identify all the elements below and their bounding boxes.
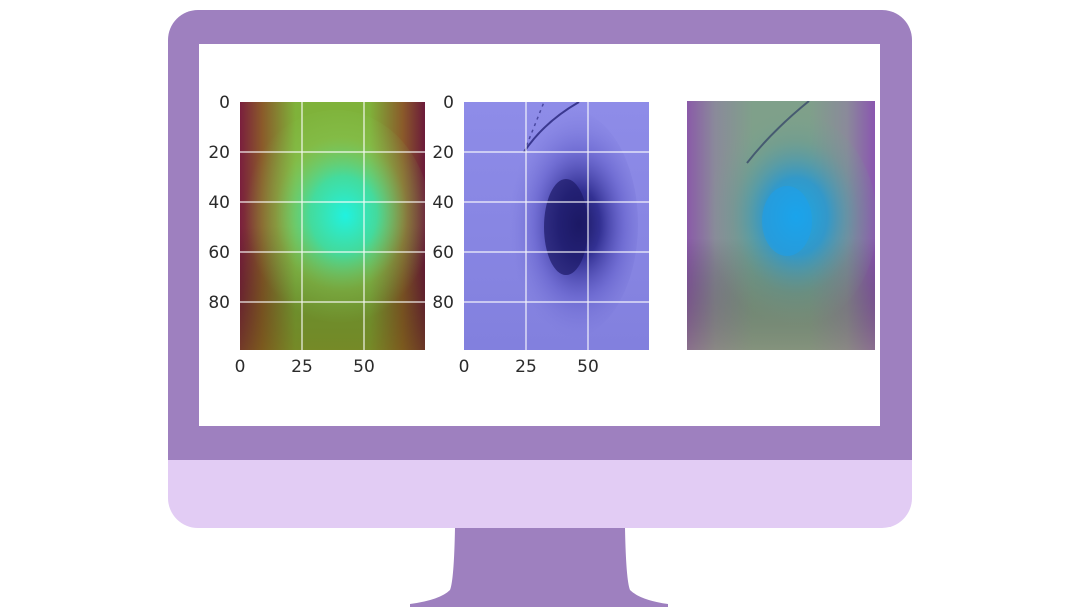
y-tick-label: 40 [208,193,230,213]
x-tick-label: 0 [234,357,246,377]
y-tick-label: 80 [208,293,230,313]
x-tick-label: 50 [353,357,375,377]
monitor-chin [168,460,912,528]
y-tick-label: 0 [443,93,454,113]
y-tick-label: 40 [432,193,454,213]
x-tick-label: 50 [577,357,599,377]
y-tick-label: 0 [219,93,230,113]
y-tick-label: 60 [432,243,454,263]
y-tick-label: 20 [208,143,230,163]
y-tick-label: 20 [432,143,454,163]
x-tick-label: 25 [291,357,313,377]
overlay-image [687,101,875,350]
source-image-plot [464,102,649,350]
y-tick-label: 60 [208,243,230,263]
x-tick-label: 0 [458,357,470,377]
heatmap-plot [240,102,425,350]
x-tick-label: 25 [515,357,537,377]
y-tick-label: 80 [432,293,454,313]
